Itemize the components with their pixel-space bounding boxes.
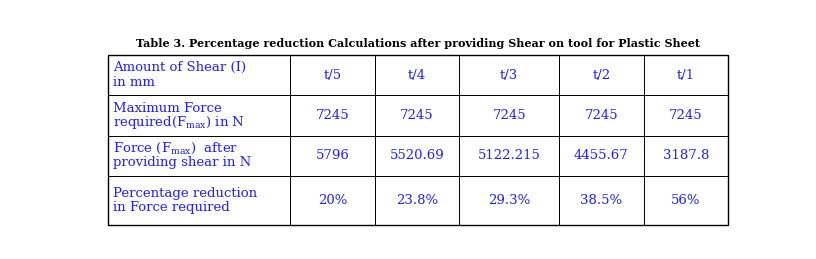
Bar bbox=[375, 176, 459, 225]
Text: 56%: 56% bbox=[671, 194, 701, 207]
Text: t/4: t/4 bbox=[408, 69, 426, 82]
Text: 7245: 7245 bbox=[316, 109, 349, 122]
Text: Force (F$_{\mathregular{max}}$)  after: Force (F$_{\mathregular{max}}$) after bbox=[113, 141, 238, 156]
Bar bbox=[459, 95, 559, 135]
Text: 4455.67: 4455.67 bbox=[574, 149, 628, 162]
Text: providing shear in N: providing shear in N bbox=[113, 156, 251, 169]
Bar bbox=[290, 176, 375, 225]
Text: t/3: t/3 bbox=[500, 69, 518, 82]
Bar bbox=[290, 95, 375, 135]
Text: 5796: 5796 bbox=[316, 149, 349, 162]
Bar bbox=[459, 176, 559, 225]
Text: 29.3%: 29.3% bbox=[488, 194, 530, 207]
Bar bbox=[459, 135, 559, 176]
Bar bbox=[559, 176, 644, 225]
Text: 5122.215: 5122.215 bbox=[478, 149, 541, 162]
Bar bbox=[459, 55, 559, 95]
Text: required(F$_{\mathregular{max}}$) in N: required(F$_{\mathregular{max}}$) in N bbox=[113, 114, 246, 131]
Bar bbox=[375, 135, 459, 176]
Bar bbox=[290, 55, 375, 95]
Text: t/2: t/2 bbox=[592, 69, 610, 82]
Bar bbox=[644, 135, 728, 176]
Text: 3187.8: 3187.8 bbox=[663, 149, 709, 162]
Text: 7245: 7245 bbox=[669, 109, 703, 122]
Bar bbox=[109, 95, 290, 135]
Text: 38.5%: 38.5% bbox=[580, 194, 623, 207]
Bar bbox=[559, 95, 644, 135]
Text: 7245: 7245 bbox=[492, 109, 526, 122]
Bar bbox=[109, 55, 728, 225]
Text: t/1: t/1 bbox=[676, 69, 695, 82]
Bar bbox=[644, 176, 728, 225]
Text: 7245: 7245 bbox=[584, 109, 619, 122]
Text: in Force required: in Force required bbox=[113, 201, 230, 214]
Text: Table 3. Percentage reduction Calculations after providing Shear on tool for Pla: Table 3. Percentage reduction Calculatio… bbox=[136, 38, 700, 49]
Text: Maximum Force: Maximum Force bbox=[113, 102, 222, 115]
Text: 7245: 7245 bbox=[401, 109, 434, 122]
Text: t/5: t/5 bbox=[324, 69, 342, 82]
Text: 20%: 20% bbox=[318, 194, 348, 207]
Bar bbox=[375, 95, 459, 135]
Bar bbox=[109, 55, 290, 95]
Text: 23.8%: 23.8% bbox=[396, 194, 438, 207]
Text: Amount of Shear (I)
in mm: Amount of Shear (I) in mm bbox=[113, 61, 246, 89]
Bar bbox=[109, 176, 290, 225]
Bar bbox=[559, 135, 644, 176]
Bar bbox=[559, 55, 644, 95]
Text: Percentage reduction: Percentage reduction bbox=[113, 187, 258, 200]
Bar bbox=[109, 135, 290, 176]
Bar bbox=[644, 95, 728, 135]
Bar bbox=[375, 55, 459, 95]
Text: 5520.69: 5520.69 bbox=[390, 149, 445, 162]
Bar bbox=[644, 55, 728, 95]
Bar bbox=[290, 135, 375, 176]
